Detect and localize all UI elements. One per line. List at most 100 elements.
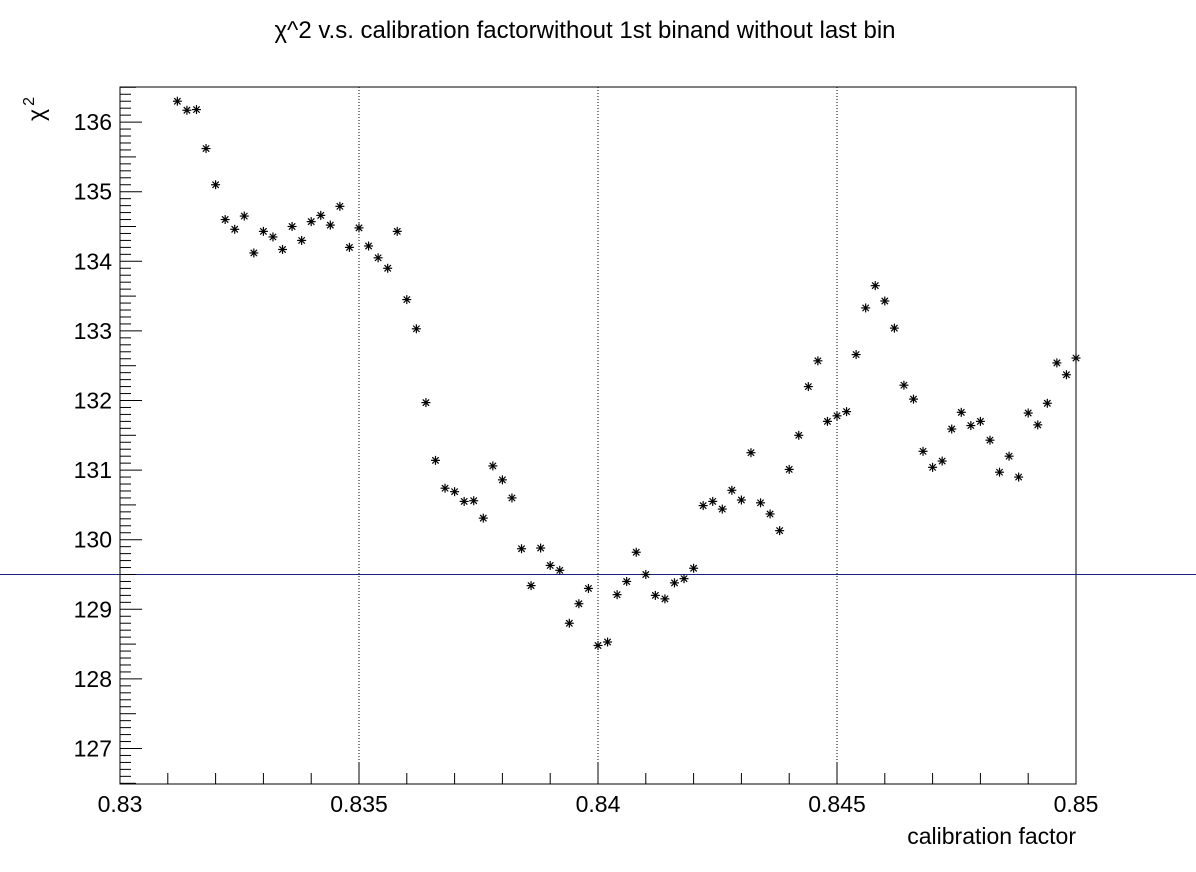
data-point <box>947 424 957 434</box>
data-point <box>1023 408 1033 418</box>
data-point <box>966 421 976 431</box>
data-point <box>488 461 498 471</box>
x-axis-ticks: 0.83 0.835 0.84 0.845 0.85 <box>98 762 1099 817</box>
y-tick-label: 133 <box>74 318 112 344</box>
data-point <box>956 407 966 417</box>
grid-lines <box>358 87 838 784</box>
y-axis-label-superscript: 2 <box>21 97 38 106</box>
data-point <box>622 576 632 586</box>
data-point <box>794 430 804 440</box>
data-point <box>564 618 574 628</box>
data-point <box>1014 472 1024 482</box>
x-tick-label: 0.83 <box>98 791 143 817</box>
data-point <box>220 215 230 225</box>
data-point <box>822 416 832 426</box>
x-tick-label: 0.835 <box>330 791 388 817</box>
data-point <box>545 560 555 570</box>
data-point <box>641 570 651 579</box>
y-tick-label: 128 <box>74 666 112 692</box>
data-point <box>679 574 689 584</box>
data-point <box>325 220 335 230</box>
data-point <box>536 543 546 553</box>
data-point <box>172 96 182 106</box>
y-tick-label: 129 <box>74 596 112 622</box>
data-point <box>937 456 947 466</box>
y-tick-label: 131 <box>74 457 112 483</box>
data-point <box>430 455 440 465</box>
x-tick-label: 0.845 <box>808 791 866 817</box>
data-point <box>908 394 918 404</box>
data-point <box>191 105 201 115</box>
y-axis-ticks: 127 128 129 130 131 132 133 134 135 136 <box>74 86 142 784</box>
data-point <box>268 232 278 242</box>
data-point <box>689 563 699 573</box>
data-point <box>650 590 660 600</box>
data-point <box>889 323 899 333</box>
data-point <box>593 640 603 650</box>
data-point <box>364 241 374 251</box>
data-point <box>383 263 393 273</box>
data-markers <box>172 96 1081 650</box>
data-point <box>603 637 613 647</box>
data-point <box>555 565 565 575</box>
data-point <box>1052 358 1062 368</box>
data-point <box>832 411 842 421</box>
y-tick-label: 132 <box>74 388 112 414</box>
data-point <box>784 464 794 474</box>
data-point <box>1061 370 1071 380</box>
data-point <box>201 144 211 154</box>
data-point <box>765 509 775 519</box>
data-point <box>880 296 890 306</box>
data-point <box>258 226 268 236</box>
data-point <box>507 493 517 503</box>
data-point <box>526 581 536 591</box>
data-point <box>813 356 823 366</box>
data-point <box>182 105 192 115</box>
data-point <box>354 223 364 233</box>
data-point <box>583 583 593 593</box>
data-point <box>756 498 766 508</box>
data-point <box>1004 451 1014 461</box>
data-point <box>1071 353 1081 363</box>
data-point <box>450 487 460 497</box>
y-axis-label-base: χ <box>23 109 49 121</box>
data-point <box>306 217 316 227</box>
data-point <box>842 407 852 417</box>
data-point <box>249 248 259 258</box>
y-tick-label: 127 <box>74 736 112 762</box>
data-point <box>517 544 527 554</box>
data-point <box>851 350 861 360</box>
data-point <box>421 398 431 408</box>
data-point <box>411 324 421 334</box>
data-point <box>459 496 469 506</box>
x-tick-label: 0.85 <box>1054 791 1099 817</box>
data-point <box>975 416 985 426</box>
data-point <box>928 462 938 472</box>
data-point <box>985 435 995 445</box>
data-point <box>717 504 727 514</box>
data-point <box>211 180 221 190</box>
data-point <box>469 496 479 506</box>
data-point <box>631 547 641 557</box>
data-point <box>335 201 345 211</box>
data-point <box>660 594 670 604</box>
y-tick-label: 135 <box>74 179 112 205</box>
data-point <box>344 242 354 252</box>
y-axis-label: χ2 <box>21 97 49 121</box>
data-point <box>316 210 326 220</box>
data-point <box>899 380 909 390</box>
x-tick-label: 0.84 <box>576 791 621 817</box>
data-point <box>373 253 383 263</box>
y-tick-label: 134 <box>74 248 113 274</box>
data-point <box>995 467 1005 477</box>
y-tick-label: 136 <box>74 109 112 135</box>
data-point <box>278 244 288 254</box>
data-point <box>1033 420 1043 430</box>
data-point <box>392 226 402 236</box>
chart-title: χ^2 v.s. calibration factorwithout 1st b… <box>274 17 895 44</box>
data-point <box>669 578 679 588</box>
y-axis-label-group: χ2 <box>21 97 49 121</box>
data-point <box>727 485 737 495</box>
data-point <box>698 501 708 511</box>
